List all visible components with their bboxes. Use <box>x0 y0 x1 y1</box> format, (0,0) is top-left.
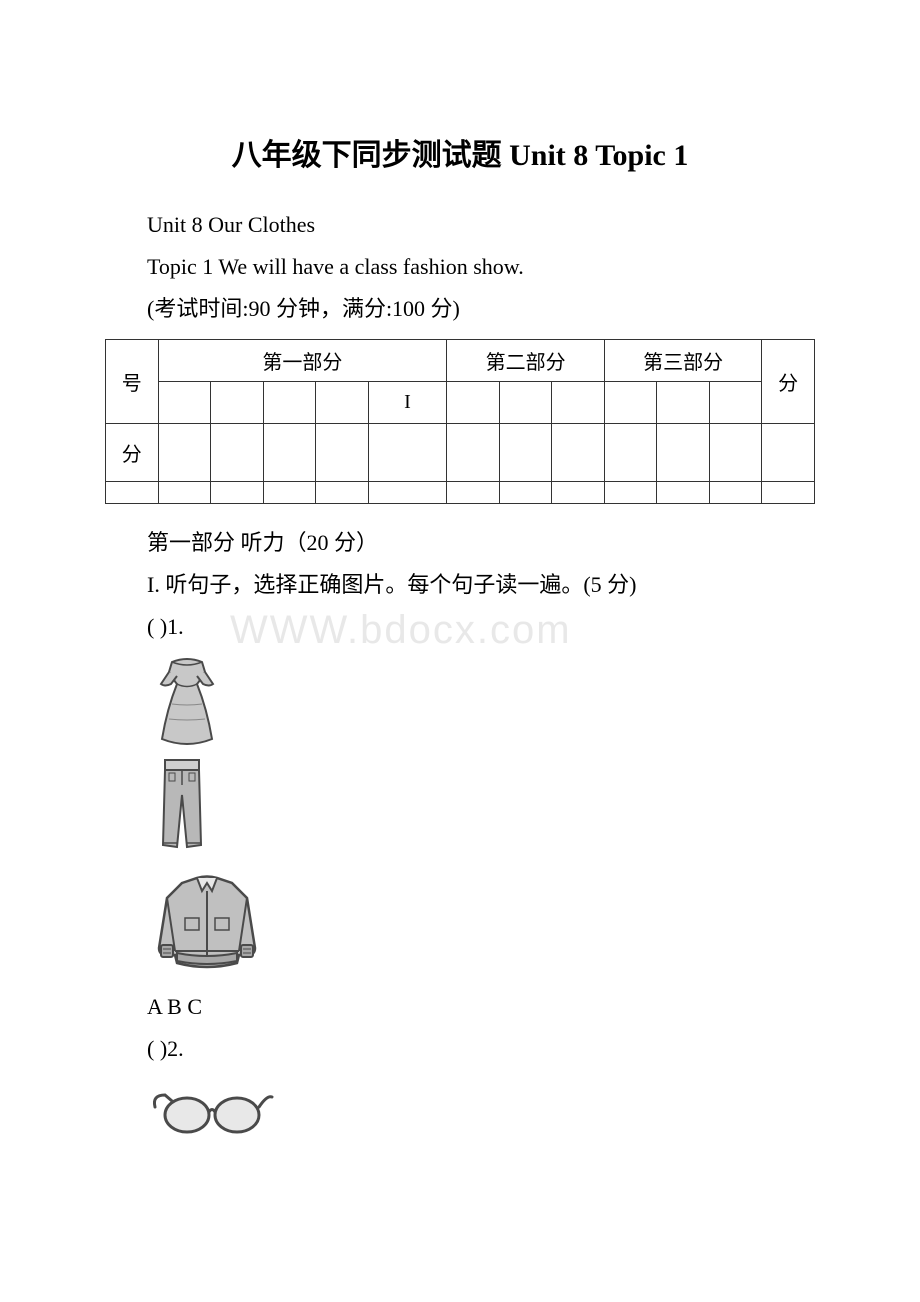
cell <box>447 424 500 482</box>
cell <box>499 482 552 504</box>
question-2: ( )2. <box>147 1028 815 1070</box>
score-table: 号 第一部分 第二部分 第三部分 分 I 分 <box>105 339 815 504</box>
cell-part2: 第二部分 <box>447 340 605 382</box>
unit-line: Unit 8 Our Clothes <box>147 204 815 246</box>
table-row: 号 第一部分 第二部分 第三部分 分 <box>106 340 815 382</box>
cell <box>316 382 369 424</box>
cell <box>762 482 815 504</box>
cell <box>263 482 316 504</box>
glasses-icon <box>147 1087 815 1142</box>
cell <box>316 482 369 504</box>
cell <box>447 482 500 504</box>
cell <box>263 424 316 482</box>
cell <box>158 382 211 424</box>
page-title: 八年级下同步测试题 Unit 8 Topic 1 <box>105 130 815 174</box>
cell <box>709 382 762 424</box>
cell <box>106 482 159 504</box>
jacket-icon <box>147 873 815 978</box>
part1-heading: 第一部分 听力（20 分） <box>147 522 815 564</box>
pants-icon <box>147 755 815 855</box>
page-content: 八年级下同步测试题 Unit 8 Topic 1 Unit 8 Our Clot… <box>105 130 815 1142</box>
cell <box>604 482 657 504</box>
cell <box>211 382 264 424</box>
cell <box>263 382 316 424</box>
cell <box>211 424 264 482</box>
table-row <box>106 482 815 504</box>
cell <box>709 424 762 482</box>
cell-hao: 号 <box>106 340 159 424</box>
exam-info-line: (考试时间:90 分钟，满分:100 分) <box>147 288 815 330</box>
topic-line: Topic 1 We will have a class fashion sho… <box>147 246 815 288</box>
cell <box>657 424 710 482</box>
cell <box>604 382 657 424</box>
question-1: ( )1. <box>147 606 815 648</box>
question-i: I. 听句子，选择正确图片。每个句子读一遍。(5 分) <box>147 564 815 606</box>
cell-fen-right: 分 <box>762 340 815 424</box>
cell <box>657 382 710 424</box>
cell <box>762 424 815 482</box>
cell <box>552 382 605 424</box>
cell <box>211 482 264 504</box>
cell <box>368 482 447 504</box>
table-row: 分 <box>106 424 815 482</box>
cell <box>368 424 447 482</box>
cell <box>158 482 211 504</box>
cell <box>499 382 552 424</box>
cell <box>552 424 605 482</box>
cell <box>604 424 657 482</box>
cell <box>657 482 710 504</box>
abc-line: A B C <box>147 986 815 1028</box>
cell-part3: 第三部分 <box>604 340 762 382</box>
cell <box>499 424 552 482</box>
dress-icon <box>147 654 815 749</box>
cell-part1: 第一部分 <box>158 340 447 382</box>
table-row: I <box>106 382 815 424</box>
cell <box>447 382 500 424</box>
cell <box>709 482 762 504</box>
score-table-wrap: 号 第一部分 第二部分 第三部分 分 I 分 <box>105 339 815 504</box>
cell <box>552 482 605 504</box>
cell-i: I <box>368 382 447 424</box>
cell <box>316 424 369 482</box>
cell <box>158 424 211 482</box>
cell-fen-label: 分 <box>106 424 159 482</box>
